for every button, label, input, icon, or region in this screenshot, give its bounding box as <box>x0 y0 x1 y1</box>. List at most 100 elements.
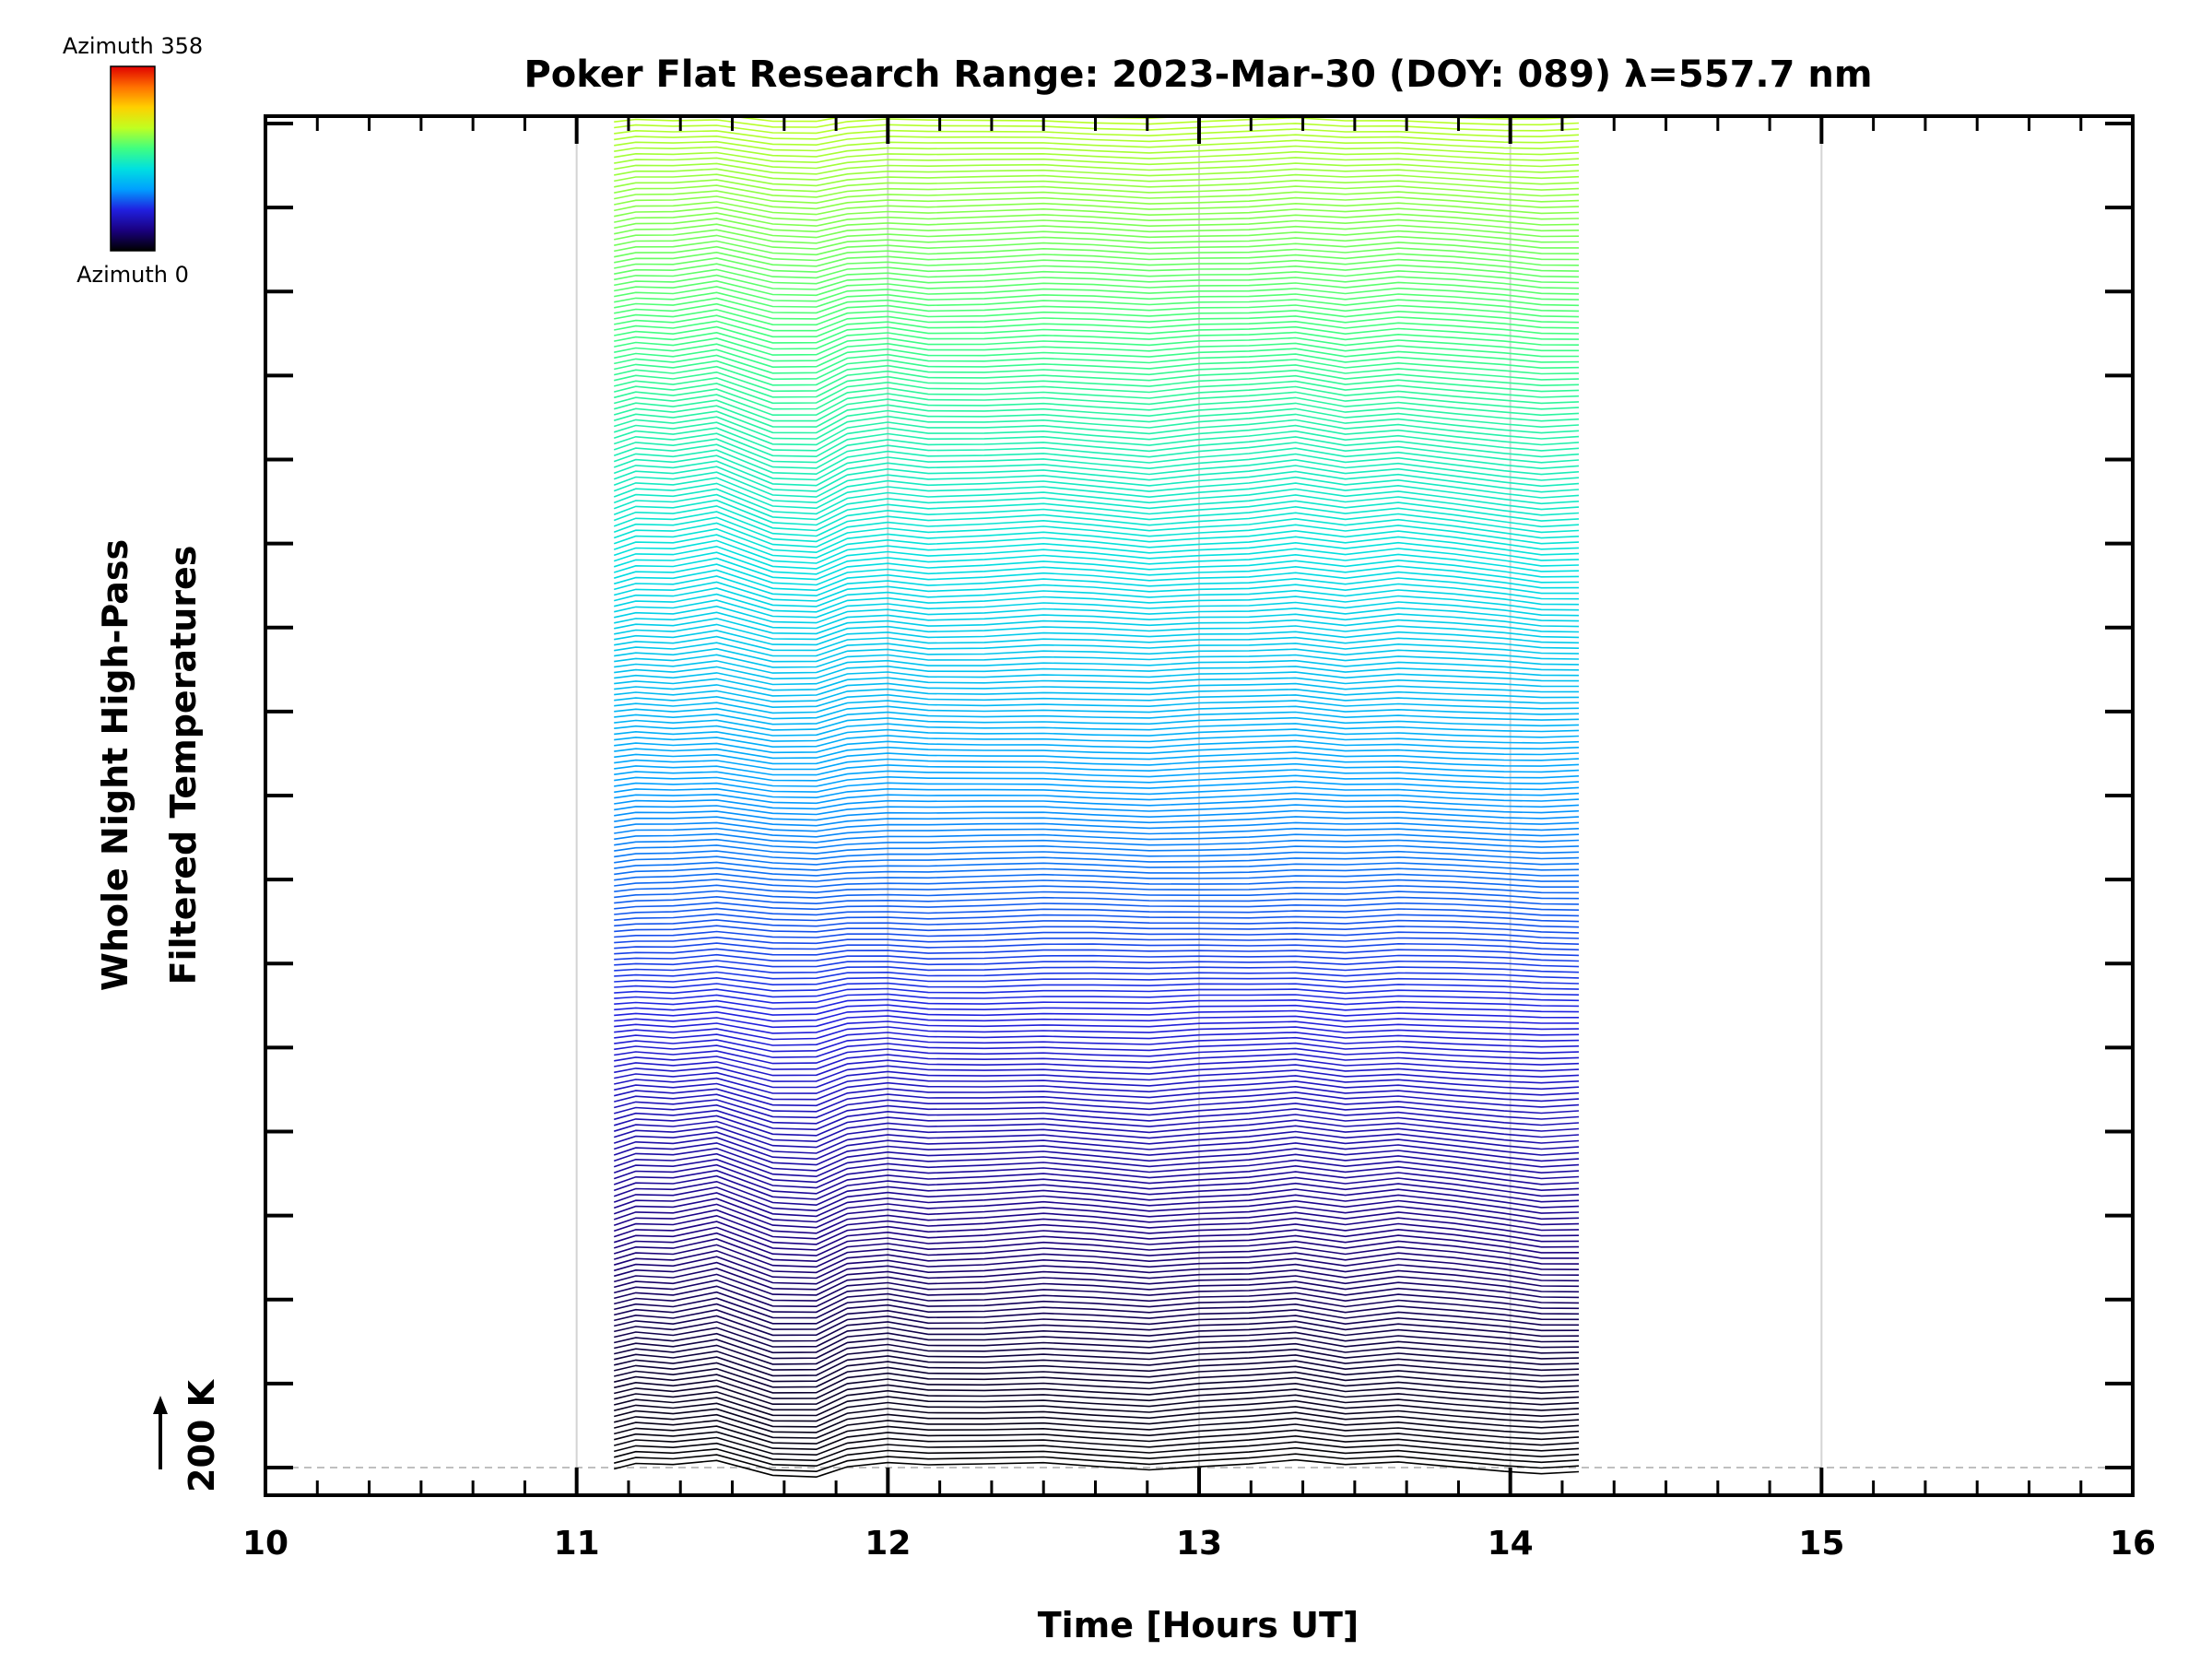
temperature-trace <box>613 1226 1580 1251</box>
temperature-trace <box>613 1238 1579 1263</box>
temperature-trace <box>613 1108 1580 1131</box>
y-axis-label-line2: Filtered Temperatures <box>163 546 204 985</box>
temperature-traces <box>613 116 1580 1479</box>
temperature-trace <box>613 465 1580 492</box>
x-tick-label: 10 <box>242 1525 288 1563</box>
x-axis-label: Time [Hours UT] <box>1038 1605 1359 1645</box>
temperature-trace <box>614 1309 1580 1330</box>
temperature-trace <box>613 1125 1580 1149</box>
temperature-trace <box>614 1320 1580 1342</box>
temperature-trace <box>614 1417 1580 1439</box>
temperature-trace <box>613 447 1580 476</box>
temperature-trace <box>614 1047 1580 1065</box>
temperature-trace <box>613 488 1580 515</box>
temperature-trace <box>613 575 1579 597</box>
temperature-trace <box>614 1009 1580 1022</box>
temperature-trace <box>614 1411 1580 1433</box>
temperature-trace <box>613 413 1580 440</box>
temperature-trace <box>614 665 1580 680</box>
temperature-trace <box>614 635 1580 652</box>
temperature-trace <box>614 976 1580 986</box>
temperature-trace <box>614 792 1580 805</box>
temperature-trace <box>613 1279 1580 1302</box>
temperature-trace <box>614 982 1580 992</box>
temperature-trace <box>614 1423 1580 1445</box>
temperature-trace <box>614 1337 1580 1360</box>
temperature-trace <box>614 797 1580 810</box>
temperature-trace <box>614 919 1580 928</box>
x-tick-label: 13 <box>1176 1525 1222 1563</box>
temperature-trace <box>613 1221 1580 1245</box>
axis-ticks <box>264 116 2135 1495</box>
temperature-trace <box>613 407 1580 434</box>
temperature-trace <box>614 268 1580 285</box>
temperature-trace <box>614 998 1580 1010</box>
temperature-trace <box>614 821 1580 832</box>
temperature-trace <box>613 476 1580 504</box>
temperature-trace <box>614 659 1580 674</box>
temperature-trace <box>614 884 1580 894</box>
temperature-trace <box>613 424 1580 452</box>
temperature-trace <box>614 1376 1580 1399</box>
temperature-trace <box>614 116 1580 128</box>
temperature-trace <box>613 419 1580 446</box>
temperature-trace <box>613 385 1580 410</box>
temperature-trace <box>614 693 1580 709</box>
temperature-trace <box>614 320 1580 338</box>
temperature-trace <box>613 551 1580 575</box>
temperature-trace <box>614 605 1580 624</box>
temperature-trace <box>614 257 1580 273</box>
temperature-trace <box>613 557 1580 581</box>
temperature-trace <box>614 134 1580 147</box>
temperature-trace <box>614 1020 1580 1034</box>
temperature-trace <box>614 716 1580 731</box>
temperature-trace <box>614 1354 1580 1377</box>
temperature-trace <box>614 930 1580 939</box>
temperature-trace <box>613 539 1580 564</box>
temperature-trace <box>614 206 1580 221</box>
temperature-trace <box>614 971 1580 980</box>
colorbar-gradient <box>110 65 156 252</box>
temperature-trace <box>614 907 1580 917</box>
temperature-trace <box>614 1315 1580 1337</box>
temperature-trace <box>614 890 1580 900</box>
temperature-trace <box>613 482 1580 510</box>
temperature-trace <box>613 470 1580 498</box>
temperature-trace <box>614 150 1580 164</box>
colorbar-bottom-label: Azimuth 0 <box>76 262 189 288</box>
temperature-trace <box>614 902 1580 911</box>
temperature-trace <box>614 780 1580 793</box>
temperature-trace <box>614 618 1580 635</box>
temperature-trace <box>613 458 1580 487</box>
temperature-trace <box>614 816 1580 827</box>
temperature-trace <box>614 190 1580 205</box>
temperature-trace <box>614 705 1580 720</box>
temperature-trace <box>613 1453 1580 1473</box>
temperature-trace <box>613 1180 1580 1207</box>
temperature-trace <box>614 993 1580 1004</box>
temperature-trace <box>614 895 1580 905</box>
temperature-trace <box>613 1249 1580 1274</box>
temperature-trace <box>614 1360 1580 1383</box>
temperature-trace <box>614 1342 1580 1365</box>
temperature-trace <box>614 1331 1580 1354</box>
temperature-trace <box>614 774 1580 787</box>
temperature-trace <box>613 499 1580 526</box>
temperature-trace <box>614 374 1580 398</box>
temperature-trace <box>614 1291 1580 1314</box>
chart-title: Poker Flat Research Range: 2023-Mar-30 (… <box>524 53 1872 96</box>
temperature-trace <box>614 1026 1580 1041</box>
temperature-trace <box>614 809 1580 821</box>
temperature-trace <box>614 757 1580 771</box>
temperature-trace <box>614 1458 1580 1479</box>
temperature-trace <box>614 157 1580 170</box>
temperature-trace <box>614 1075 1580 1094</box>
temperature-trace <box>613 402 1580 428</box>
temperature-trace <box>614 1053 1580 1070</box>
temperature-trace <box>613 1268 1580 1291</box>
temperature-trace <box>614 593 1580 613</box>
temperature-trace <box>614 1365 1580 1388</box>
temperature-trace <box>614 139 1580 152</box>
temperature-trace <box>614 1297 1580 1319</box>
temperature-trace <box>613 1244 1580 1268</box>
